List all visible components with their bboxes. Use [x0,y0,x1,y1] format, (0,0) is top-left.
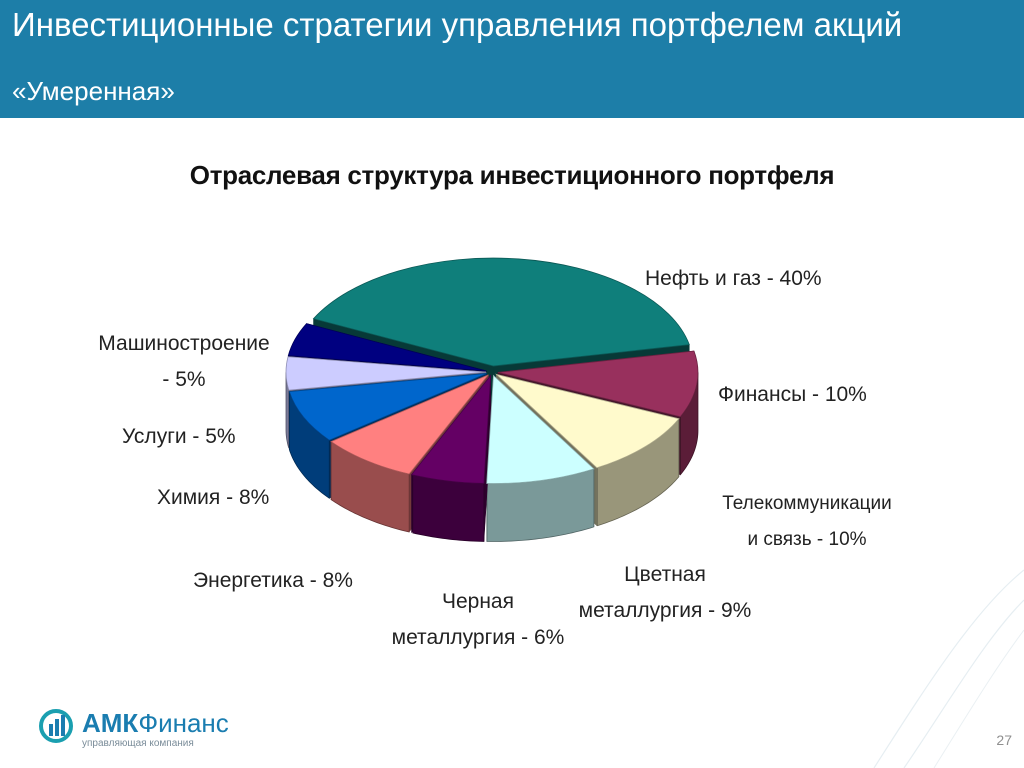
label-telecom: Телекоммуникации и связь - 10% [722,493,892,550]
pie-slice-1 [312,257,690,367]
pie-slice-wall [412,474,485,542]
pie-slice-4 [486,374,595,484]
label-finance: Финансы - 10% [718,383,867,406]
label-ferrous: Черная металлургия - 6% [391,590,565,649]
logo-brand: АМКФинанс [82,708,229,738]
company-logo: АМКФинанс управляющая компания [38,708,278,752]
pie-slice-7 [288,373,487,441]
pie-slice-3 [495,373,680,469]
slide-title: Инвестиционные стратегии управления порт… [12,6,903,43]
pie-slice-9 [287,323,487,372]
slide-subtitle: «Умеренная» [12,76,175,106]
pie-slice-5 [410,374,492,484]
page-number: 27 [996,732,1012,748]
pie-slice-6 [330,374,489,475]
label-nonferrous: Цветная металлургия - 9% [578,563,752,622]
label-machinery: Машиностроение - 5% [98,332,270,391]
chart-title: Отраслевая структура инвестиционного пор… [189,160,835,190]
pie-tops [285,257,699,484]
slide-header: Инвестиционные стратегии управления порт… [0,0,1024,118]
pie-slice-8 [285,356,487,391]
logo-icon [39,709,73,743]
pie-slice-2 [497,350,699,418]
logo-tagline: управляющая компания [82,738,194,749]
label-services: Услуги - 5% [122,425,236,448]
label-oil-gas: Нефть и газ - 40% [645,267,822,290]
decorative-curves [873,569,1024,768]
label-chemistry: Химия - 8% [157,486,270,509]
label-energy: Энергетика - 8% [193,569,353,592]
